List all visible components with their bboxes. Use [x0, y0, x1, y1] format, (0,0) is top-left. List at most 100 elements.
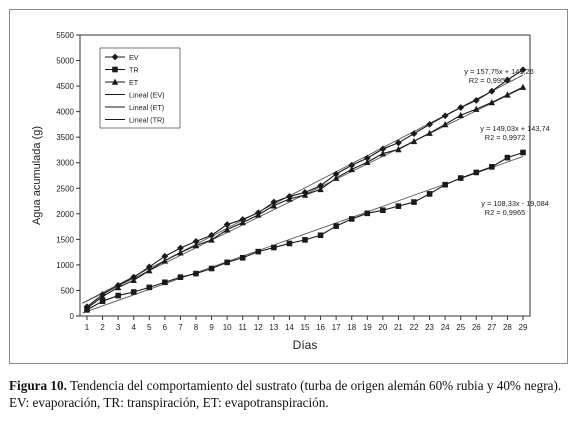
point-ev [161, 252, 169, 260]
caption-label: Figura 10. [9, 378, 67, 393]
point-et [426, 129, 433, 136]
x-tick-label: 2 [100, 323, 105, 332]
point-tr [457, 175, 464, 181]
x-tick-label: 22 [410, 323, 419, 332]
point-ev [457, 104, 465, 111]
y-tick-label: 500 [61, 286, 75, 295]
x-tick-label: 28 [503, 323, 512, 332]
x-tick-label: 20 [378, 323, 387, 332]
y-tick-label: 4500 [56, 82, 74, 91]
chart: 0 500 1000 1500 2000 2500 3000 3500 4000 4500 5000… [31, 31, 550, 352]
y-tick-label: 3500 [56, 133, 74, 142]
legend-entry: EV [129, 53, 139, 62]
x-tick-label: 6 [163, 323, 168, 332]
point-ev [208, 231, 215, 239]
point-et [332, 174, 340, 181]
y-tick-label: 3000 [56, 159, 74, 168]
point-ev [519, 66, 527, 74]
x-tick-label: 8 [194, 323, 199, 332]
series-line-tr [86, 151, 524, 311]
x-tick-label: 23 [425, 323, 434, 332]
caption-text: Tendencia del comportamiento del sustrat… [9, 378, 562, 410]
point-ev [223, 221, 231, 228]
point-et [146, 267, 153, 274]
trend-r2: R2 = 0,9958 [469, 76, 509, 85]
legend: EV TR ET Lineal (EV) Lineal (ET) Lineal (TR) [99, 47, 181, 129]
figure-caption: Figura 10. Tendencia del comportamiento … [9, 377, 571, 411]
point-et [286, 195, 293, 202]
point-et [161, 257, 169, 264]
point-et [364, 158, 371, 166]
point-tr [255, 248, 262, 255]
x-tick-label: 1 [85, 323, 90, 332]
point-ev [472, 96, 480, 104]
point-et [473, 105, 480, 112]
point-tr [286, 240, 293, 247]
point-et [379, 150, 387, 157]
trend-r2: R2 = 0,9972 [485, 133, 525, 142]
point-ev [348, 161, 356, 169]
x-tick-label: 16 [316, 323, 325, 332]
y-axis-label: Agua acumulada (g) [31, 126, 43, 225]
x-tick-label: 21 [394, 323, 403, 332]
point-ev [363, 154, 371, 162]
point-tr [364, 210, 371, 217]
point-et [504, 91, 511, 98]
point-tr [520, 149, 526, 156]
point-ev [395, 139, 402, 147]
x-tick-label: 25 [456, 323, 465, 332]
point-et [83, 304, 91, 312]
x-tick-label: 27 [487, 323, 496, 332]
trend-equation: y = 108,33x - 19,084 [481, 199, 549, 208]
y-tick-label: 5500 [56, 31, 74, 40]
point-tr [162, 279, 168, 286]
point-tr [395, 203, 402, 209]
point-et [348, 165, 355, 173]
point-et [255, 211, 262, 218]
point-ev [504, 76, 511, 84]
point-et [519, 83, 527, 90]
legend-entry: TR [129, 66, 139, 75]
x-tick-label: 4 [131, 323, 136, 332]
y-tick-label: 1500 [56, 235, 74, 244]
point-tr [426, 191, 433, 197]
y-tick-label: 0 [70, 312, 75, 321]
trend-equation: y = 149,03x + 143,74 [480, 124, 549, 133]
point-tr [380, 207, 386, 214]
point-et [395, 146, 402, 153]
point-tr [193, 270, 199, 277]
x-tick-label: 18 [347, 323, 356, 332]
point-tr [333, 223, 339, 229]
trend-r2: R2 = 0,9965 [485, 208, 525, 217]
point-tr [130, 289, 137, 295]
x-tick-label: 14 [285, 323, 294, 332]
x-tick-label: 3 [116, 323, 121, 332]
legend-marker [111, 53, 119, 61]
point-ev [441, 112, 449, 120]
x-tick-label: 11 [239, 323, 248, 332]
x-axis-label: Días [293, 338, 318, 352]
point-et [410, 137, 418, 145]
point-et [239, 219, 246, 226]
legend-entry: Lineal (EV) [129, 91, 165, 100]
point-tr [271, 244, 277, 251]
point-tr [208, 265, 215, 272]
point-et [130, 276, 137, 284]
point-et [441, 121, 449, 128]
point-tr [348, 216, 355, 222]
point-ev [270, 198, 278, 206]
x-tick-label: 13 [269, 323, 278, 332]
x-tick-label: 7 [178, 323, 183, 332]
point-tr [115, 292, 121, 299]
legend-box [99, 47, 181, 129]
point-tr [224, 259, 230, 266]
series-et [83, 83, 527, 312]
point-tr [177, 274, 184, 280]
y-tick-label: 1000 [56, 261, 74, 270]
point-ev [379, 145, 387, 153]
point-ev [145, 263, 153, 271]
point-ev [488, 87, 496, 95]
x-tick-label: 12 [254, 323, 263, 332]
point-et [99, 293, 106, 300]
x-tick-label: 5 [147, 323, 152, 332]
